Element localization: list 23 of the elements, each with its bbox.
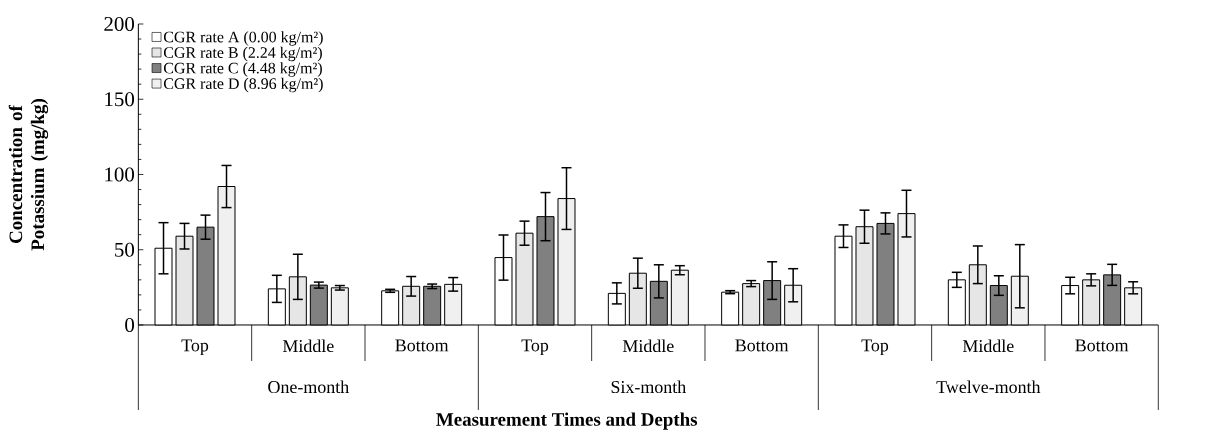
x-tick-label: Bottom	[735, 339, 789, 352]
x-tick-label: Middle	[282, 339, 334, 353]
legend-label: CGR rate C (4.48 kg/m²)	[163, 62, 322, 77]
y-tick-label: 50	[115, 242, 135, 257]
text: Twelve-month	[936, 380, 1041, 394]
x-tick-label: Middle	[622, 339, 674, 353]
x-tick-label: Bottom	[1075, 339, 1129, 352]
text: Six-month	[611, 380, 686, 394]
y-tick-label: 200	[104, 16, 135, 32]
x-axis-title: Measurement Times and Depths	[436, 412, 698, 430]
legend-label: CGR rate A (0.00 kg/m²)	[163, 31, 323, 46]
text: One-month	[268, 380, 349, 394]
legend-label: CGR rate B (2.24 kg/m²)	[163, 46, 322, 62]
y-axis-title: Concentration of Potassium (mg/kg)	[8, 99, 49, 251]
x-tick-label: Top	[181, 339, 209, 356]
x-tick-label: Top	[521, 339, 549, 356]
legend-label: CGR rate D (8.96 kg/m²)	[163, 77, 323, 93]
y-tick-label: 0	[125, 317, 135, 333]
y-tick-label: 100	[105, 167, 135, 182]
x-tick-label: Middle	[962, 339, 1014, 353]
x-tick-label: Top	[861, 339, 889, 356]
y-tick-label: 150	[105, 92, 135, 107]
x-tick-label: Bottom	[395, 339, 449, 352]
